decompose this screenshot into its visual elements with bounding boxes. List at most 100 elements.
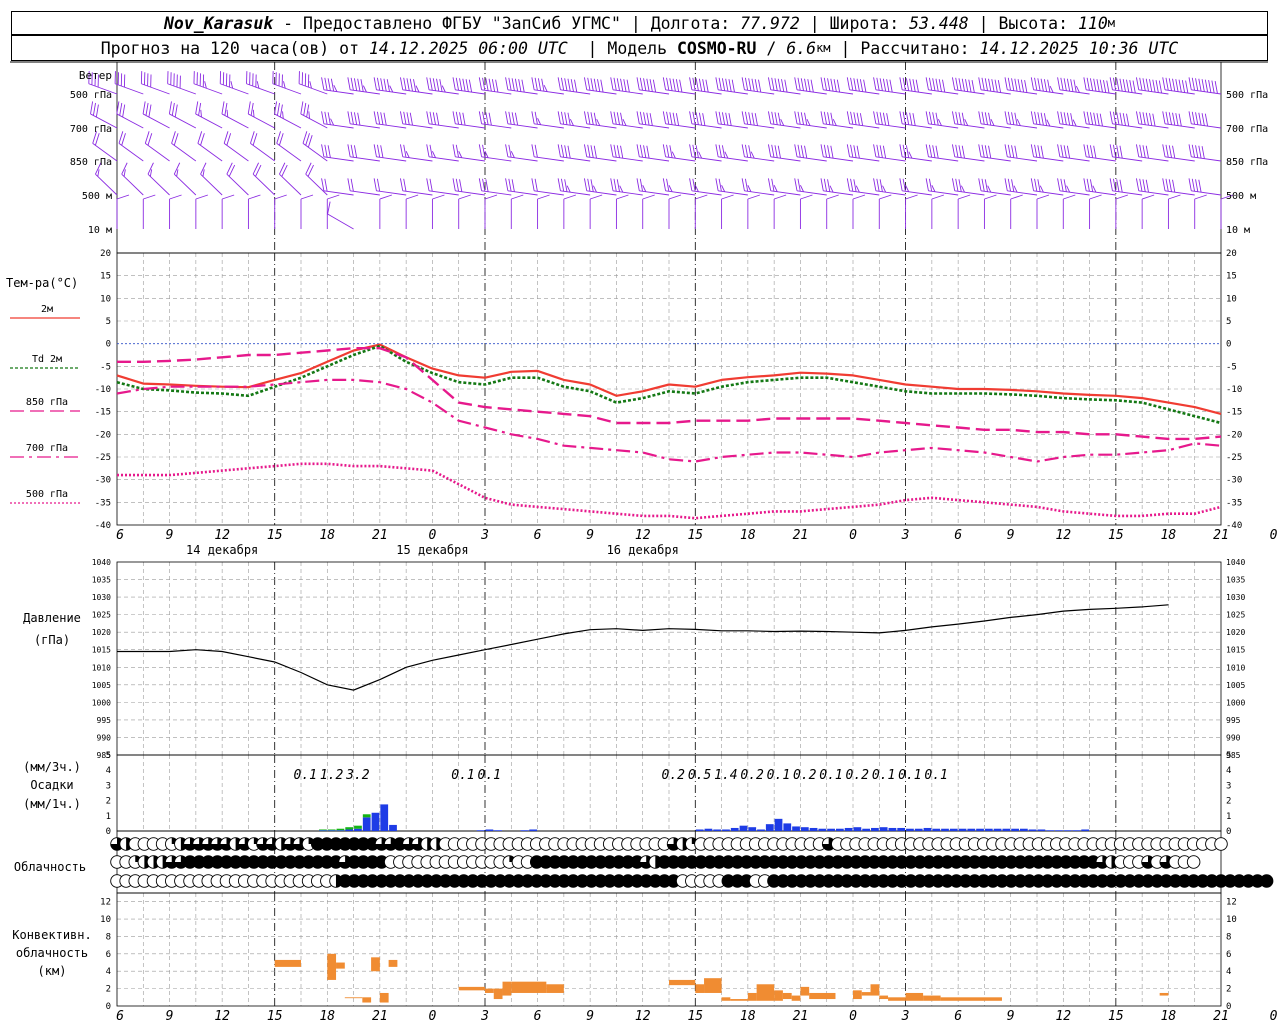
cloud-symbol-fill bbox=[201, 855, 215, 869]
convective-cloud-bar bbox=[861, 992, 871, 996]
wind-barb-shaft bbox=[1138, 190, 1169, 196]
cloud-symbol bbox=[648, 874, 663, 888]
cloud-symbol-fill bbox=[311, 855, 325, 869]
cloud-symbol bbox=[1004, 855, 1018, 869]
wind-barb-feather bbox=[978, 111, 982, 124]
convective-cloud-bar bbox=[485, 988, 494, 993]
wind-barb-feather bbox=[255, 164, 262, 177]
wind-barb bbox=[978, 111, 1011, 129]
wind-barb-feather bbox=[1086, 178, 1090, 192]
wind-barb-feather bbox=[692, 178, 696, 192]
model-resolution: 6.6 bbox=[786, 38, 817, 58]
longitude-value: 77.972 bbox=[740, 13, 800, 33]
wind-barb-feather bbox=[1063, 112, 1067, 125]
wind-barb-feather bbox=[1063, 78, 1067, 91]
wind-barb bbox=[142, 194, 156, 229]
rain-bar bbox=[835, 828, 844, 831]
rain-bar bbox=[1019, 828, 1028, 831]
wind-barb-shaft bbox=[376, 190, 407, 196]
wind-barb-feather bbox=[662, 77, 667, 90]
wind-barb bbox=[1167, 194, 1181, 229]
wind-barb-feather bbox=[462, 112, 466, 126]
cloud-symbol bbox=[593, 874, 608, 888]
wind-barb-feather bbox=[505, 111, 509, 124]
wind-barb-feather bbox=[376, 111, 381, 125]
rain-bar bbox=[853, 827, 862, 831]
cloud-symbol-fill bbox=[1068, 874, 1082, 888]
wind-barb-feather bbox=[221, 101, 225, 114]
cloud-symbol bbox=[1232, 874, 1246, 888]
wind-barb bbox=[715, 77, 748, 95]
wind-barb-feather bbox=[570, 79, 574, 92]
wind-barb-feather bbox=[863, 79, 867, 93]
cloud-symbol bbox=[1068, 855, 1082, 869]
wind-barb-feather bbox=[468, 79, 473, 93]
snow-bar bbox=[345, 827, 354, 830]
rain-bar bbox=[354, 828, 362, 831]
cloud-symbol-fill bbox=[667, 874, 680, 888]
wind-barb-feather bbox=[672, 112, 676, 126]
wind-barb-feather bbox=[362, 85, 367, 93]
wind-barb-feather bbox=[747, 185, 752, 192]
wind-barb bbox=[279, 162, 302, 196]
wind-barb-feather bbox=[827, 145, 831, 158]
wind-barb bbox=[531, 111, 564, 129]
wind-barb-feather bbox=[794, 178, 798, 191]
cloud-symbol-fill bbox=[566, 874, 580, 888]
wind-barb-feather bbox=[642, 185, 647, 192]
wind-barb-feather bbox=[715, 111, 719, 124]
cloud-symbol-fill bbox=[1123, 874, 1137, 888]
wind-barb-feather bbox=[905, 78, 910, 91]
wind-barb-shaft bbox=[928, 123, 959, 129]
wind-barb-feather bbox=[1066, 185, 1071, 193]
cloud-symbol-fill bbox=[329, 837, 343, 851]
rain-bar bbox=[809, 827, 818, 831]
gridlines bbox=[117, 62, 1221, 1006]
convective-cloud-bar bbox=[905, 992, 924, 1001]
wind-barb-feather bbox=[846, 111, 851, 124]
wind-barb bbox=[557, 77, 591, 95]
wind-barb-feather bbox=[718, 111, 722, 125]
prec-total-label: 0.1 bbox=[478, 768, 501, 783]
wind-barb-feather bbox=[1007, 178, 1012, 192]
wind-barb-feather bbox=[1135, 178, 1140, 191]
wind-barb bbox=[326, 194, 340, 229]
time-tick-label-bottom: 3 bbox=[901, 1009, 910, 1024]
cloud-symbol-fill bbox=[676, 855, 689, 869]
wind-barb-feather bbox=[669, 78, 673, 91]
cloud-symbol bbox=[219, 837, 234, 851]
prec-total-label: 0.2 bbox=[793, 768, 817, 783]
wind-barb-feather bbox=[596, 118, 601, 126]
wind-barb-feather bbox=[679, 79, 683, 93]
wind-barb bbox=[321, 77, 354, 95]
wind-barb-shaft bbox=[1164, 123, 1195, 129]
wind-barb-shaft bbox=[88, 83, 118, 95]
wind-barb bbox=[1135, 178, 1169, 196]
wind-barb-feather bbox=[1129, 80, 1133, 93]
wind-barb-feather bbox=[1168, 145, 1172, 158]
wind-barb-feather bbox=[636, 144, 640, 157]
wind-barb-shaft bbox=[954, 190, 985, 196]
wind-barb bbox=[747, 194, 760, 229]
cloud-symbol-fill bbox=[1251, 874, 1264, 888]
wind-barb-shaft bbox=[1007, 156, 1038, 162]
wind-barb-feather bbox=[176, 169, 179, 177]
wind-barb-shaft bbox=[849, 190, 880, 196]
cloud-symbol-fill bbox=[895, 874, 908, 888]
wind-barb-feather bbox=[702, 79, 706, 92]
wind-barb-feather bbox=[1119, 112, 1123, 126]
time-tick-label: 15 bbox=[267, 528, 283, 543]
wind-barb-feather bbox=[751, 78, 755, 92]
wind-barb-feather bbox=[300, 101, 304, 114]
wind-barb-feather bbox=[1083, 111, 1087, 124]
wind-barb-feather bbox=[1072, 119, 1077, 127]
wind-barb bbox=[1135, 77, 1169, 95]
cloud-symbol-fill bbox=[849, 855, 863, 869]
wind-barb-feather bbox=[1175, 79, 1179, 92]
pres-tick-left: 1010 bbox=[92, 663, 111, 672]
wind-barb-feather bbox=[484, 194, 498, 200]
wind-barb-shaft bbox=[534, 190, 564, 196]
wind-barb-feather bbox=[1188, 178, 1192, 191]
wind-barb-feather bbox=[510, 151, 515, 158]
prec-total-label: 0.1 bbox=[872, 768, 895, 783]
